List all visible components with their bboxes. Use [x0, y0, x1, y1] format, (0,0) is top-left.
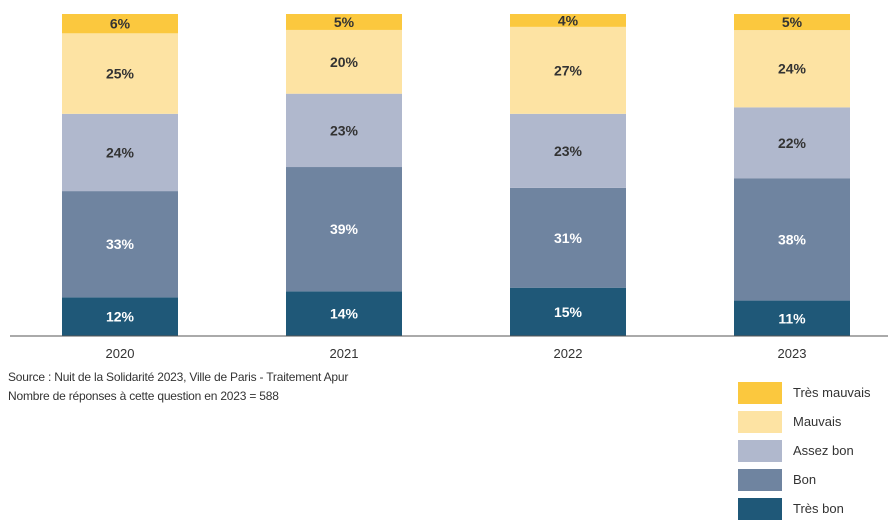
legend-label: Très bon [793, 501, 844, 516]
legend-swatch [738, 468, 782, 491]
data-label: 12% [106, 309, 135, 325]
legend-swatch [738, 439, 782, 462]
source-note: Source : Nuit de la Solidarité 2023, Vil… [8, 370, 349, 384]
data-label: 25% [106, 66, 135, 82]
x-tick-label: 2023 [778, 346, 807, 361]
data-label: 20% [330, 54, 359, 70]
legend-label: Assez bon [793, 443, 854, 458]
bar-segment-2023-tr-s-mauvais [734, 14, 850, 31]
data-label: 33% [106, 236, 135, 252]
data-label: 24% [778, 61, 807, 77]
bar-segment-2021-tr-s-mauvais [286, 14, 402, 30]
bar-segment-2022-bon [510, 187, 626, 288]
data-label: 24% [106, 144, 135, 160]
bar-segment-2023-mauvais [734, 30, 850, 108]
bar-segment-2022-tr-s-bon [510, 287, 626, 336]
bar-segment-2020-mauvais [62, 33, 178, 114]
bar-segment-2021-assez-bon [286, 93, 402, 168]
responses-count-note: Nombre de réponses à cette question en 2… [8, 389, 279, 403]
data-label: 22% [778, 135, 807, 151]
x-tick-label: 2021 [330, 346, 359, 361]
bar-segment-2023-tr-s-bon [734, 300, 850, 336]
data-label: 38% [778, 231, 807, 247]
data-label: 23% [554, 143, 583, 159]
legend-item-tres-bon: Très bon [738, 494, 888, 523]
bar-segment-2022-tr-s-mauvais [510, 14, 626, 27]
legend-swatch [738, 497, 782, 520]
bar-segment-2022-mauvais [510, 26, 626, 114]
data-label: 27% [554, 62, 583, 78]
data-label: 39% [330, 221, 359, 237]
legend-item-assez-bon: Assez bon [738, 436, 888, 465]
data-label: 14% [330, 306, 359, 322]
bar-segment-2022-assez-bon [510, 113, 626, 188]
bar-segment-2023-bon [734, 178, 850, 301]
data-label: 6% [110, 16, 131, 32]
legend-item-tres-mauvais: Très mauvais [738, 378, 888, 407]
legend-item-bon: Bon [738, 465, 888, 494]
data-label: 4% [558, 12, 579, 28]
x-tick-label: 2020 [106, 346, 135, 361]
x-tick-label: 2022 [554, 346, 583, 361]
data-label: 5% [334, 14, 355, 30]
stacked-bar-chart: 12% 33% 24% 25% 6% 2020 14% 39% 23% 20% 5% 2021 15% 3… [10, 12, 888, 361]
bar-segment-2020-tr-s-mauvais [62, 14, 178, 34]
legend: Très mauvais Mauvais Assez bon Bon Très … [738, 378, 888, 523]
legend-label: Mauvais [793, 414, 842, 429]
legend-item-mauvais: Mauvais [738, 407, 888, 436]
data-label: 11% [778, 310, 806, 326]
data-label: 15% [554, 304, 583, 320]
legend-label: Très mauvais [793, 385, 871, 400]
bar-segment-2021-tr-s-bon [286, 291, 402, 336]
bar-segment-2021-mauvais [286, 29, 402, 94]
bar-segment-2023-assez-bon [734, 107, 850, 179]
bar-segment-2021-bon [286, 167, 402, 292]
bar-segment-2020-assez-bon [62, 113, 178, 192]
bar-segment-2020-tr-s-bon [62, 297, 178, 336]
data-label: 31% [554, 230, 583, 246]
legend-swatch [738, 381, 782, 404]
data-label: 5% [782, 14, 803, 30]
legend-label: Bon [793, 472, 817, 487]
bar-segment-2020-bon [62, 191, 178, 298]
data-label: 23% [330, 122, 359, 138]
legend-swatch [738, 410, 782, 433]
